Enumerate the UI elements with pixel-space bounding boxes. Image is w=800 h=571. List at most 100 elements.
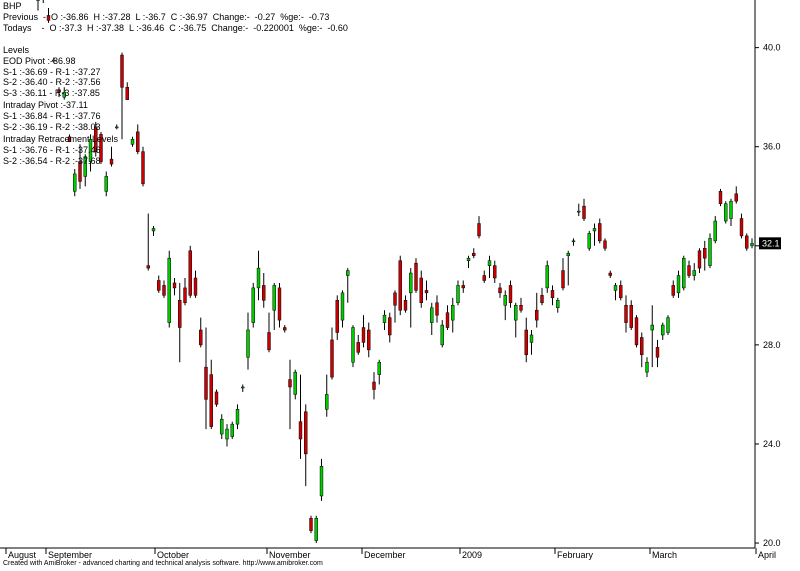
candle-up xyxy=(409,272,413,294)
candle-down xyxy=(109,158,114,165)
candle-down xyxy=(267,332,271,351)
eod-pivot: EOD Pivot :-36.98 xyxy=(3,56,76,66)
candle-down xyxy=(435,302,439,316)
candle-up xyxy=(724,203,728,222)
candle-up xyxy=(466,257,471,261)
candle-down xyxy=(482,275,486,281)
candle-down xyxy=(655,347,660,358)
candle-down xyxy=(309,518,313,531)
candle-down xyxy=(745,235,749,249)
candle-up xyxy=(88,139,93,162)
candle-up xyxy=(666,317,670,333)
candle-up xyxy=(62,91,66,98)
candle-up xyxy=(319,466,324,497)
candle-down xyxy=(414,262,418,291)
candle-down xyxy=(178,300,182,328)
last-price-marker: 32.1 xyxy=(759,237,781,250)
eod-level-3: S-3 :-36.11 - R-3 :-37.85 xyxy=(3,88,100,98)
candle-up xyxy=(377,361,381,375)
candle-up xyxy=(451,304,455,321)
symbol-title: BHP xyxy=(3,1,22,11)
candle-down xyxy=(335,300,339,333)
candle-up xyxy=(251,287,255,323)
y-tick-label: 36.0 xyxy=(763,142,781,152)
candle-down xyxy=(283,327,287,331)
candle-up xyxy=(52,59,56,62)
candle-down xyxy=(619,285,623,299)
candle-up xyxy=(571,240,576,243)
candle-down xyxy=(608,272,612,276)
retracement-level-1: S-1 :-36.76 - R-1 :-37.46 xyxy=(3,145,101,155)
candle-up xyxy=(256,267,261,289)
candle-up xyxy=(556,300,560,308)
candle-up xyxy=(115,126,119,129)
candle-down xyxy=(188,250,192,296)
candle-up xyxy=(293,371,297,395)
candle-up xyxy=(351,327,355,363)
candle-up xyxy=(708,238,712,266)
candle-up xyxy=(529,334,534,343)
candle-up xyxy=(325,394,329,410)
candle-down xyxy=(393,292,397,306)
candle-up xyxy=(246,329,250,358)
candle-down xyxy=(603,240,607,249)
candle-down xyxy=(718,191,723,204)
y-tick-label: 28.0 xyxy=(763,340,781,350)
candle-up xyxy=(577,210,581,213)
candle-down xyxy=(419,277,423,304)
candle-up xyxy=(314,518,318,541)
candle-down xyxy=(524,329,528,356)
candle-down xyxy=(472,252,476,256)
x-tick-label: November xyxy=(269,550,311,560)
candle-up xyxy=(503,295,507,306)
retracement-heading: Intraday Retracement Levels xyxy=(3,134,119,144)
candle-up xyxy=(151,228,156,232)
candle-down xyxy=(535,309,539,321)
candle-up xyxy=(235,409,240,425)
candle-down xyxy=(598,223,602,242)
candle-up xyxy=(340,292,345,321)
levels-heading: Levels xyxy=(3,45,30,55)
candle-down xyxy=(361,327,366,343)
candle-down xyxy=(508,285,513,304)
candle-up xyxy=(73,173,77,192)
candle-down xyxy=(120,54,124,88)
y-tick-label: 20.0 xyxy=(763,538,781,548)
candle-up xyxy=(650,324,654,331)
intraday-level-1: S-1 :-36.84 - R-1 :-37.76 xyxy=(3,111,101,121)
candle-down xyxy=(125,87,129,100)
candle-down xyxy=(141,151,145,185)
candle-down xyxy=(550,290,555,299)
plot-area xyxy=(0,0,755,548)
intraday-level-2: S-2 :-36.19 - R-2 :-38.03 xyxy=(3,122,101,132)
candle-down xyxy=(697,250,702,269)
eod-level-2: S-2 :-36.40 - R-2 :-37.56 xyxy=(3,77,101,87)
candle-up xyxy=(566,252,570,256)
candle-down xyxy=(136,131,140,152)
candle-down xyxy=(671,285,675,296)
candle-down xyxy=(157,280,161,291)
candle-down xyxy=(298,421,303,440)
candle-down xyxy=(519,304,523,311)
candle-up xyxy=(676,275,681,294)
candle-down xyxy=(172,282,177,289)
x-tick-label: September xyxy=(48,550,92,560)
x-tick-label: December xyxy=(364,550,406,560)
todays-quote: Todays - O :-37.3 H :-37.38 L :-36.46 C … xyxy=(3,23,348,33)
candle-down xyxy=(162,285,166,296)
candle-up xyxy=(241,386,245,389)
retracement-level-2: S-2 :-36.54 - R-2 :-37.68 xyxy=(3,156,101,166)
candle-down xyxy=(582,205,586,219)
candle-down xyxy=(46,15,51,21)
candles-layer xyxy=(36,0,754,544)
x-tick-label: October xyxy=(157,550,189,560)
x-axis: August September October November December 20… xyxy=(5,548,776,560)
candle-down xyxy=(193,277,198,296)
x-tick-label: 2009 xyxy=(462,550,482,560)
candle-down xyxy=(367,329,371,351)
candle-up xyxy=(346,270,350,276)
candle-up xyxy=(83,156,87,177)
candle-down xyxy=(624,304,628,323)
candle-down xyxy=(78,161,82,182)
